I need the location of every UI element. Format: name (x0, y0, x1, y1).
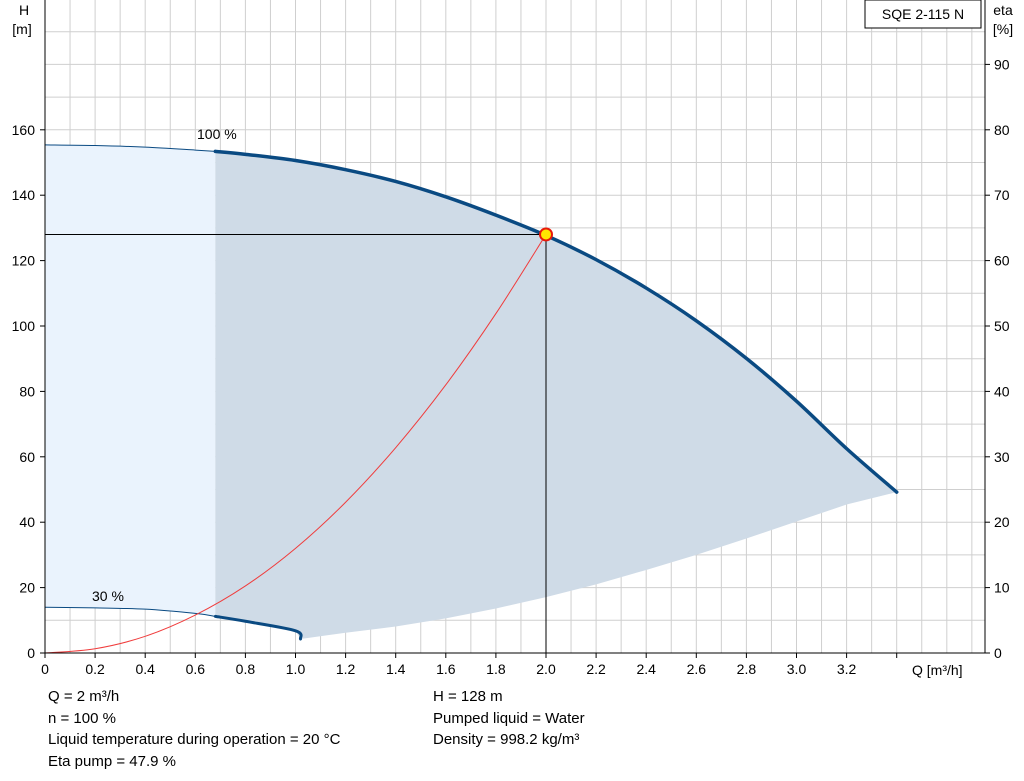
info-left-column: Q = 2 m³/h n = 100 % Liquid temperature … (48, 686, 340, 772)
x-tick-label: 2.6 (687, 661, 707, 677)
y-left-tick-label: 20 (19, 580, 35, 596)
pump-curve-30 (213, 614, 303, 641)
y-left-tick-label: 0 (27, 645, 35, 661)
x-tick-label: 0.4 (135, 661, 155, 677)
curve-label-30: 30 % (92, 588, 124, 604)
y-right-tick-label: 70 (994, 187, 1010, 203)
y-left-axis-title: H (19, 2, 29, 18)
y-left-tick-label: 80 (19, 383, 35, 399)
y-right-tick-label: 50 (994, 318, 1010, 334)
x-tick-label: 1.6 (436, 661, 456, 677)
system-curve (44, 234, 547, 654)
y-right-tick-label: 30 (994, 449, 1010, 465)
info-eta-pump: Eta pump = 47.9 % (48, 752, 176, 770)
y-right-axis-title: eta (993, 2, 1013, 18)
info-liquid-temperature: Liquid temperature during operation = 20… (48, 731, 341, 748)
model-name: SQE 2-115 N (882, 6, 964, 22)
x-axis-title: Q [m³/h] (912, 662, 963, 678)
info-speed: n = 100 % (48, 709, 116, 727)
x-tick-label: 0.2 (85, 661, 105, 677)
x-tick-label: 1.2 (336, 661, 356, 677)
operating-point-marker (539, 227, 553, 242)
x-tick-label: 2.4 (636, 661, 656, 677)
y-right-tick-label: 90 (994, 56, 1010, 72)
chart-axes (40, 0, 990, 658)
x-tick-label: 3.0 (787, 661, 807, 677)
y-left-tick-label: 140 (12, 187, 36, 203)
x-tick-label: 2.8 (737, 661, 757, 677)
x-tick-label: 3.2 (837, 661, 857, 677)
curve-label-100: 100 % (197, 126, 237, 142)
y-left-tick-label: 60 (19, 449, 35, 465)
y-left-tick-label: 160 (12, 122, 36, 138)
x-tick-label: 1.8 (486, 661, 506, 677)
y-left-axis-unit: [m] (12, 21, 31, 37)
operating-range-fill (45, 144, 897, 639)
x-tick-label: 2.2 (586, 661, 606, 677)
info-density: Density = 998.2 kg/m³ (433, 731, 580, 748)
x-tick-label: 1.0 (286, 661, 306, 677)
fill-region-light (45, 144, 216, 617)
axis-labels: H [m] eta [%] Q [m³/h] 100 % 30 % SQE 2-115 N (12, 0, 1013, 678)
y-right-tick-label: 80 (994, 122, 1010, 138)
tick-labels: 0 0.2 0.4 0.6 0.8 1.0 1.2 1.4 1.6 1.8 2.0 2.2 2.4 2.6… (12, 56, 1010, 677)
pump-curve-100-extended (44, 144, 216, 152)
y-right-tick-label: 20 (994, 514, 1010, 530)
info-head: H = 128 m (433, 688, 503, 705)
y-left-tick-label: 120 (12, 253, 36, 269)
chart-curves (44, 144, 899, 654)
y-left-tick-label: 100 (12, 318, 36, 334)
info-right-column: H = 128 m Pumped liquid = Water Density … (433, 686, 585, 751)
x-tick-label: 0.6 (186, 661, 206, 677)
x-tick-label: 0 (41, 661, 49, 677)
pump-curve-30-extended (44, 606, 216, 617)
y-left-tick-label: 40 (19, 514, 35, 530)
y-right-tick-label: 60 (994, 253, 1010, 269)
info-flow: Q = 2 m³/h (48, 688, 120, 705)
x-tick-label: 0.8 (236, 661, 256, 677)
y-right-tick-label: 40 (994, 383, 1010, 399)
y-right-tick-label: 10 (994, 580, 1010, 596)
y-right-axis-unit: [%] (993, 21, 1013, 37)
y-right-tick-label: 0 (994, 645, 1002, 661)
x-tick-label: 1.4 (386, 661, 406, 677)
fill-region-main (215, 151, 897, 639)
model-box (864, 0, 982, 29)
x-tick-label: 2.0 (536, 661, 556, 677)
info-pumped-liquid: Pumped liquid = Water (433, 709, 585, 727)
